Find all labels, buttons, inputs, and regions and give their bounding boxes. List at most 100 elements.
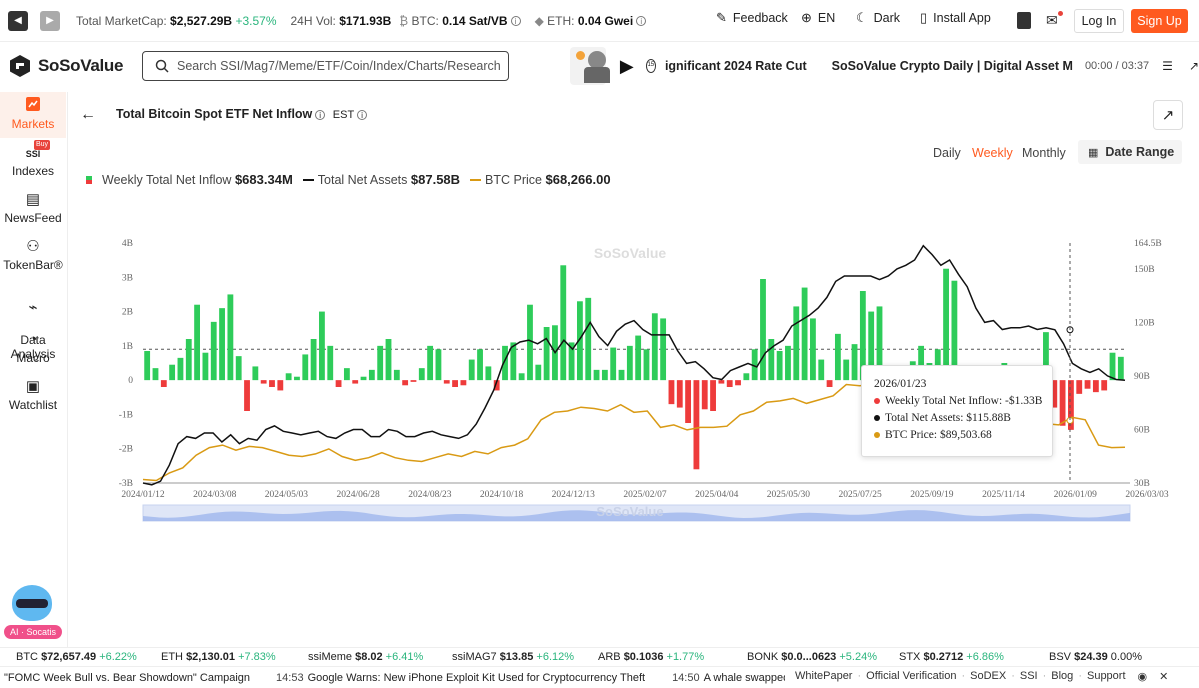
inflow-bar[interactable] bbox=[934, 349, 941, 381]
ticker-stx[interactable]: STX $0.2712 +6.86% bbox=[899, 651, 1004, 663]
legend-inflow[interactable]: Weekly Total Net Inflow $683.34M bbox=[102, 172, 293, 187]
inflow-bar[interactable] bbox=[385, 339, 392, 381]
forward-nav-icon[interactable]: ▶ bbox=[40, 10, 60, 31]
ticker-btc[interactable]: BTC $72,657.49 +6.22% bbox=[16, 651, 137, 663]
inflow-bar[interactable] bbox=[768, 339, 775, 381]
replay-15-icon[interactable]: 15 bbox=[645, 59, 656, 73]
ticker-eth[interactable]: ETH $2,130.01 +7.83% bbox=[161, 651, 276, 663]
inflow-bar[interactable] bbox=[393, 369, 400, 381]
inflow-bar[interactable] bbox=[818, 359, 825, 381]
install-app-button[interactable]: ▯ Install App bbox=[920, 10, 991, 25]
inflow-bar[interactable] bbox=[718, 380, 725, 384]
inflow-bar[interactable] bbox=[460, 380, 467, 386]
sidebar-item-macro[interactable]: ◔ Macro bbox=[0, 331, 66, 365]
range-brush[interactable]: SoSoValue bbox=[142, 504, 1131, 522]
inflow-bar[interactable] bbox=[735, 380, 741, 386]
inflow-bar[interactable] bbox=[410, 380, 417, 382]
inflow-bar[interactable] bbox=[477, 349, 483, 381]
ticker-ssimeme[interactable]: ssiMeme $8.02 +6.41% bbox=[308, 651, 423, 663]
inflow-bar[interactable] bbox=[726, 380, 733, 387]
login-button[interactable]: Log In bbox=[1074, 9, 1124, 33]
inflow-bar[interactable] bbox=[1043, 332, 1049, 381]
inflow-bar[interactable] bbox=[543, 327, 550, 381]
footer-link[interactable]: Support bbox=[1086, 670, 1126, 682]
inflow-bar[interactable] bbox=[435, 349, 442, 381]
inflow-bar[interactable] bbox=[352, 380, 359, 384]
inflow-bar[interactable] bbox=[219, 308, 225, 381]
inflow-bar[interactable] bbox=[843, 359, 850, 381]
inflow-bar[interactable] bbox=[202, 352, 209, 381]
inflow-bar[interactable] bbox=[335, 380, 342, 387]
inflow-bar[interactable] bbox=[626, 345, 633, 381]
mail-icon[interactable]: ✉ bbox=[1046, 12, 1058, 28]
inflow-bar[interactable] bbox=[576, 301, 583, 381]
inflow-bar[interactable] bbox=[1109, 352, 1116, 381]
inflow-bar[interactable] bbox=[310, 339, 317, 381]
book-icon[interactable] bbox=[1017, 12, 1031, 29]
inflow-bar[interactable] bbox=[302, 354, 309, 381]
timezone-info-icon[interactable]: i bbox=[357, 109, 368, 120]
sidebar-item-watchlist[interactable]: ▣ Watchlist bbox=[0, 378, 66, 412]
feedback-button[interactable]: ✎ Feedback bbox=[716, 10, 788, 25]
back-arrow-icon[interactable]: ← bbox=[80, 106, 96, 123]
signup-button[interactable]: Sign Up bbox=[1131, 9, 1188, 33]
inflow-bar[interactable] bbox=[585, 297, 592, 381]
info-icon[interactable]: i bbox=[510, 16, 521, 27]
inflow-bar[interactable] bbox=[277, 380, 284, 391]
date-range-button[interactable]: ▦ Date Range bbox=[1078, 140, 1182, 164]
inflow-bar[interactable] bbox=[1084, 380, 1091, 389]
inflow-bar[interactable] bbox=[319, 311, 325, 381]
inflow-bar[interactable] bbox=[826, 380, 833, 387]
inflow-bar[interactable] bbox=[593, 369, 600, 381]
inflow-bar[interactable] bbox=[360, 376, 367, 381]
inflow-bar[interactable] bbox=[427, 345, 434, 381]
inflow-bar[interactable] bbox=[693, 380, 700, 470]
inflow-bar[interactable] bbox=[610, 347, 617, 381]
search-input[interactable]: Search SSI/Mag7/Meme/ETF/Coin/Index/Char… bbox=[142, 51, 509, 81]
inflow-bar[interactable] bbox=[368, 369, 375, 381]
inflow-bar[interactable] bbox=[801, 287, 808, 381]
inflow-bar[interactable] bbox=[244, 380, 250, 411]
inflow-bar[interactable] bbox=[169, 364, 176, 381]
discord-icon[interactable]: ◉ bbox=[1137, 671, 1148, 683]
inflow-bar[interactable] bbox=[776, 351, 783, 381]
inflow-bar[interactable] bbox=[294, 376, 300, 381]
inflow-bar[interactable] bbox=[377, 345, 384, 381]
ai-assistant-button[interactable]: AI · Socatis bbox=[4, 583, 62, 641]
inflow-bar[interactable] bbox=[793, 306, 800, 381]
inflow-bar[interactable] bbox=[285, 373, 292, 381]
sidebar-item-data-analysis[interactable]: ⌁ Data Analysis bbox=[0, 285, 66, 361]
inflow-bar[interactable] bbox=[685, 380, 692, 423]
inflow-bar[interactable] bbox=[618, 369, 625, 381]
back-nav-icon[interactable]: ◀ bbox=[8, 10, 28, 31]
share-chart-button[interactable]: ↗ bbox=[1153, 100, 1183, 130]
inflow-bar[interactable] bbox=[751, 349, 758, 381]
inflow-bar[interactable] bbox=[760, 279, 766, 381]
net-assets-line[interactable] bbox=[142, 244, 1126, 486]
inflow-bar[interactable] bbox=[918, 345, 925, 381]
inflow-bar[interactable] bbox=[493, 380, 500, 391]
inflow-bar[interactable] bbox=[635, 335, 642, 381]
info-icon[interactable]: i bbox=[636, 16, 647, 27]
inflow-bar[interactable] bbox=[568, 342, 575, 381]
theme-toggle[interactable]: ☾ Dark bbox=[856, 10, 901, 25]
sosovalue-logo[interactable]: SoSoValue bbox=[8, 54, 123, 78]
sidebar-item-tokenbar[interactable]: ⚇ TokenBar® bbox=[0, 238, 66, 272]
ticker-bonk[interactable]: BONK $0.0...0623 +5.24% bbox=[747, 651, 877, 663]
inflow-bar[interactable] bbox=[144, 351, 151, 381]
info-icon[interactable]: i bbox=[315, 109, 326, 120]
inflow-bar[interactable] bbox=[660, 318, 667, 381]
inflow-bar[interactable] bbox=[1092, 380, 1099, 393]
inflow-bar[interactable] bbox=[560, 265, 567, 381]
period-daily[interactable]: Daily bbox=[933, 146, 961, 160]
legend-assets[interactable]: Total Net Assets $87.58B bbox=[317, 172, 461, 187]
inflow-bar[interactable] bbox=[177, 357, 184, 381]
inflow-bar[interactable] bbox=[601, 369, 608, 381]
sidebar-item-indexes[interactable]: SSI Buy Indexes bbox=[0, 140, 66, 178]
inflow-bar[interactable] bbox=[676, 380, 683, 408]
inflow-bar[interactable] bbox=[1117, 356, 1124, 381]
inflow-bar[interactable] bbox=[1076, 380, 1083, 394]
inflow-bar[interactable] bbox=[785, 345, 791, 381]
inflow-bar[interactable] bbox=[1101, 380, 1108, 391]
ticker-arb[interactable]: ARB $0.1036 +1.77% bbox=[598, 651, 704, 663]
